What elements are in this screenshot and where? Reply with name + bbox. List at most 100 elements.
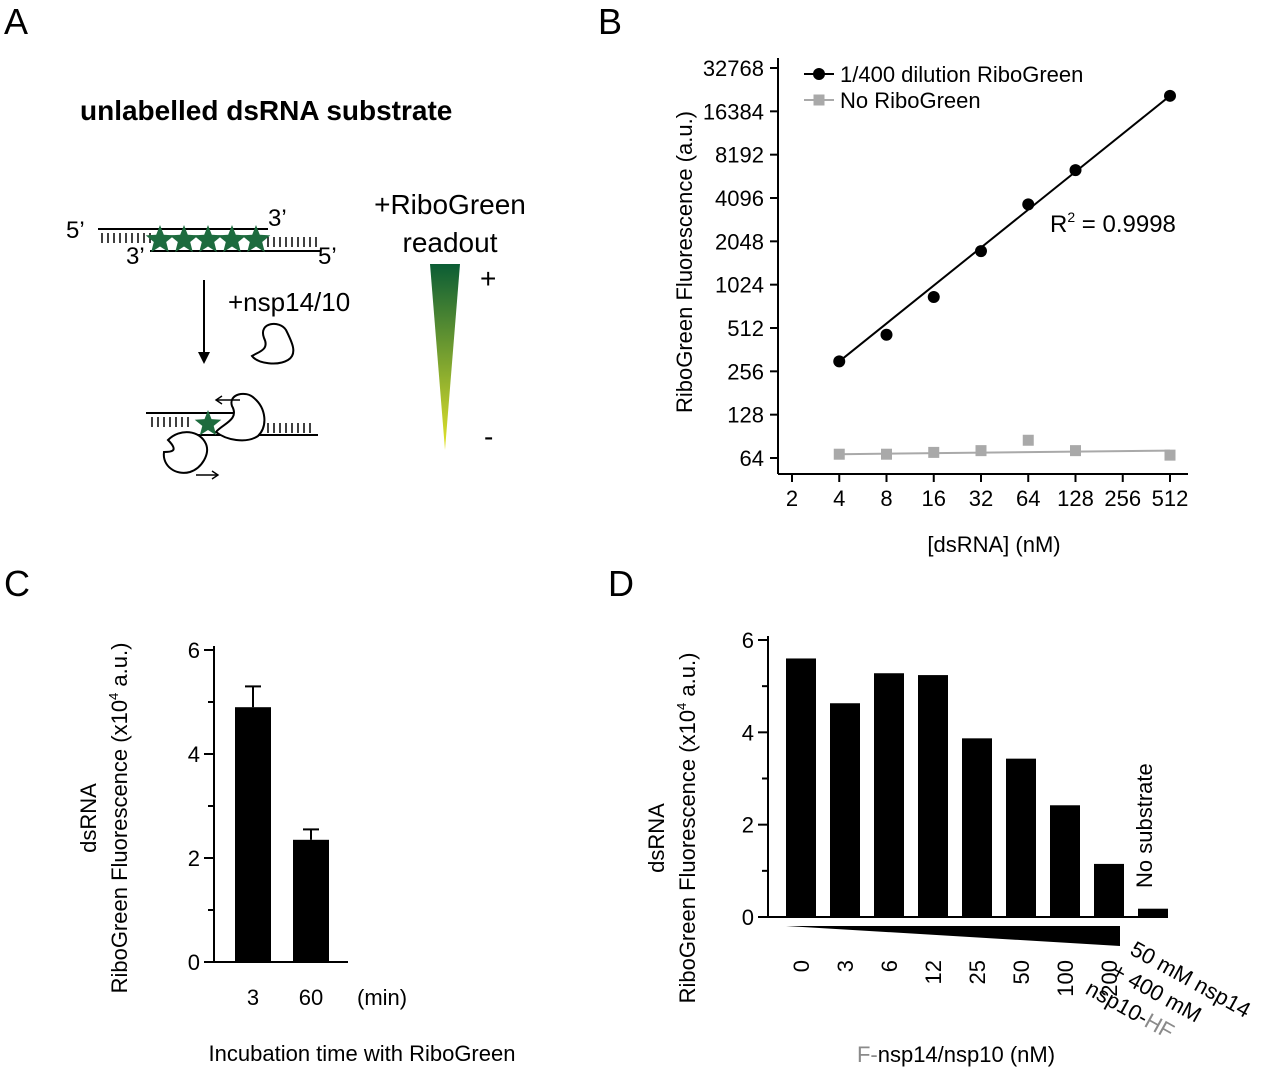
data-point	[881, 448, 892, 460]
bar	[1006, 758, 1036, 917]
bar	[786, 658, 816, 917]
x-tick-label: 4	[833, 486, 845, 511]
bar	[293, 839, 329, 962]
direction-arrow-right-head-icon	[211, 470, 220, 480]
y-tick-label: 64	[740, 446, 764, 471]
chart-c-bars: 3 60	[235, 685, 329, 1010]
legend-marker	[813, 94, 825, 106]
bar	[918, 675, 948, 917]
x-tick-label: 64	[1016, 486, 1040, 511]
ribogreen-star-icon	[194, 410, 222, 436]
y-tick-label: 0	[188, 950, 200, 975]
y-tick-label: 16384	[703, 99, 764, 124]
x-tick-label: 8	[880, 486, 892, 511]
x-tick-label: 32	[969, 486, 993, 511]
data-point	[1022, 434, 1034, 446]
data-point	[928, 446, 940, 458]
data-point	[1069, 164, 1082, 177]
y-tick-label: 8192	[715, 143, 764, 168]
x-tick-label: 25	[965, 960, 990, 984]
legend-marker	[813, 68, 825, 80]
no-substrate-condition: 50 mM nsp14 + 400 mM nsp10-HF	[1082, 936, 1255, 1044]
panel-c-letter: C	[4, 563, 30, 604]
panel-d-letter: D	[608, 563, 634, 604]
data-point	[1022, 198, 1035, 211]
x-tick-label: 128	[1057, 486, 1094, 511]
ribogreen-star-icon	[241, 225, 271, 253]
y-tick-label: 1024	[715, 273, 764, 298]
bar	[874, 673, 904, 917]
released-star-icon	[194, 410, 222, 436]
panel-a-title: unlabelled dsRNA substrate	[80, 95, 452, 126]
y-tick-label: 512	[727, 316, 764, 341]
top-strand-3prime-label: 3’	[268, 205, 287, 232]
enzyme-label: +nsp14/10	[228, 287, 350, 317]
ribogreen-star-icon	[145, 225, 175, 253]
panel-a-letter: A	[4, 1, 28, 42]
chart-d-y-axis-label-line2: RiboGreen Fluorescence (x104 a.u.)	[674, 653, 700, 1004]
chart-d-x-axis-label: F-nsp14/nsp10 (nM)	[857, 1042, 1055, 1067]
y-tick-label: 4	[742, 720, 754, 745]
bottom-strand-3prime-label: 3’	[126, 243, 145, 270]
y-tick-label: 4	[188, 742, 200, 767]
x-tick-label: 100	[1053, 960, 1078, 997]
data-point	[880, 328, 893, 341]
readout-plus: +	[480, 263, 496, 294]
bar	[962, 738, 992, 917]
x-tick-label: 0	[789, 960, 814, 972]
bar	[1050, 805, 1080, 917]
bottom-strand-5prime-label: 5’	[318, 243, 337, 270]
data-point	[975, 245, 987, 258]
chart-b-axes: 64 128 256 512 1024 2048 4096 8192 16384 32768 2 4 8…	[703, 56, 1189, 511]
data-point	[1070, 445, 1081, 457]
reaction-arrow-head-icon	[198, 352, 210, 364]
data-point	[975, 445, 987, 457]
y-tick-label: 6	[742, 628, 754, 653]
concentration-wedge	[786, 926, 1120, 946]
chart-c-y-axis-label-line2: RiboGreen Fluorescence (x104 a.u.)	[106, 643, 132, 994]
ribogreen-star-icon	[217, 225, 247, 253]
y-tick-label: 2	[742, 813, 754, 838]
x-tick-label: 2	[786, 486, 798, 511]
x-tick-label: 60	[299, 985, 323, 1010]
ribogreen-stars	[145, 225, 271, 253]
bar	[830, 703, 860, 917]
panel-c: C 0 2 4 6 3 60 (min) Incubation time with Ri…	[4, 563, 515, 1066]
y-tick-label: 128	[727, 403, 764, 428]
enzyme-pacman-icon	[250, 322, 295, 365]
data-point	[833, 448, 845, 460]
panel-b-letter: B	[598, 1, 622, 42]
x-tick-label: 50	[1009, 960, 1034, 984]
y-tick-label: 4096	[715, 186, 764, 211]
chart-b-y-axis-label: RiboGreen Fluorescence (a.u.)	[672, 111, 697, 413]
panel-b: B 64 128 256 512 1024 2048 4096 8192 16384 32768 2…	[598, 1, 1188, 557]
readout-minus: -	[484, 421, 493, 452]
chart-b-fit-lines	[838, 95, 1171, 456]
fit-line	[839, 449, 1171, 456]
ribogreen-star-icon	[169, 225, 199, 253]
x-tick-label: 256	[1104, 486, 1141, 511]
y-tick-label: 32768	[703, 56, 764, 81]
top-strand-5prime-label: 5’	[66, 217, 85, 244]
bar	[1094, 863, 1124, 917]
y-tick-label: 256	[727, 359, 764, 384]
y-tick-label: 2048	[715, 229, 764, 254]
no-substrate-label: No substrate	[1132, 763, 1157, 888]
x-tick-label: 3	[833, 960, 858, 972]
fit-line	[838, 95, 1171, 363]
bar	[235, 707, 271, 962]
chart-c-x-axis-label: Incubation time with RiboGreen	[209, 1041, 516, 1066]
x-tick-label: 6	[877, 960, 902, 972]
x-tick-label: 512	[1152, 486, 1189, 511]
y-tick-label: 0	[742, 905, 754, 930]
chart-b-x-axis-label: [dsRNA] (nM)	[927, 532, 1060, 557]
x-tick-label: 200	[1097, 960, 1122, 997]
product-hatching	[151, 417, 311, 433]
y-tick-label: 6	[188, 638, 200, 663]
chart-c-unit-label: (min)	[357, 985, 407, 1010]
chart-d-y-axis-label-line1: dsRNA	[644, 803, 669, 873]
chart-d-bars	[786, 658, 1168, 917]
ribogreen-star-icon	[193, 225, 223, 253]
